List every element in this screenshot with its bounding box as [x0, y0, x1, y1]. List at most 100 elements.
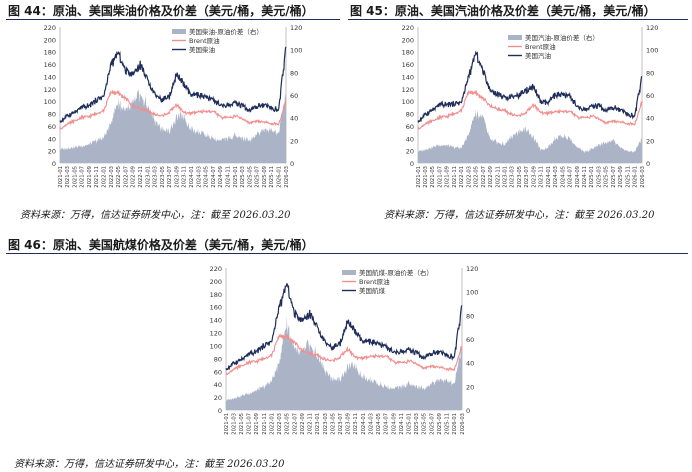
- gasoline-chart: 0 20 40 60 80 100 120 140 160 180 200 220 0 20 40 60 80 1…: [402, 24, 659, 188]
- y-right-tick-label: 120: [290, 24, 302, 32]
- x-tick-label: 2021-07: [247, 413, 253, 435]
- y-right-tick-label: 120: [646, 24, 658, 32]
- x-tick-label: 2023-03: [153, 166, 159, 188]
- x-tick-label: 2021-05: [430, 166, 436, 188]
- y-right-tick-label: 0: [466, 407, 470, 415]
- x-tick-label: 2023-07: [167, 166, 173, 188]
- x-tick-label: 2023-03: [323, 413, 329, 435]
- legend-label: 美国柴油: [189, 45, 215, 54]
- y-right-tick-label: 80: [290, 69, 298, 77]
- y-right-tick-label: 100: [466, 289, 478, 297]
- x-tick-label: 2026-01: [452, 413, 458, 435]
- brent-line: [417, 89, 643, 130]
- x-tick-label: 2024-11: [582, 166, 588, 188]
- x-tick-label: 2023-01: [315, 413, 321, 435]
- figure-45-title: 图 45：原油、美国汽油价格及价差（美元/桶，美元/桶）: [350, 4, 656, 18]
- y-left-tick-label: 160: [44, 61, 56, 69]
- figure-44-title: 图 44：原油、美国柴油价格及价差（美元/桶，美元/桶）: [8, 4, 314, 18]
- legend-label: 美国柴油-原油价差（右）: [189, 27, 263, 36]
- x-tick-label: 2021-07: [80, 166, 86, 188]
- x-tick-label: 2025-11: [625, 166, 631, 188]
- y-left-tick-label: 100: [402, 98, 414, 106]
- x-tick-label: 2022-05: [474, 166, 480, 188]
- y-left-tick-label: 120: [44, 86, 56, 94]
- x-tick-label: 2023-05: [160, 166, 166, 188]
- x-tick-label: 2021-01: [224, 413, 230, 435]
- x-tick-label: 2025-05: [247, 166, 253, 188]
- y-right-tick-label: 20: [466, 383, 474, 391]
- x-tick-label: 2025-05: [604, 166, 610, 188]
- y-left-tick-label: 0: [410, 160, 414, 168]
- brent-line: [225, 333, 463, 376]
- legend-label: 美国航煤-原油价差（右）: [359, 268, 433, 277]
- x-tick-label: 2024-01: [361, 413, 367, 435]
- x-tick-label: 2023-09: [531, 166, 537, 188]
- x-tick-label: 2024-05: [376, 413, 382, 435]
- x-tick-label: 2024-03: [553, 166, 559, 188]
- x-tick-label: 2024-11: [399, 413, 405, 435]
- y-left-tick-label: 40: [406, 135, 414, 143]
- x-tick-label: 2023-03: [510, 166, 516, 188]
- x-tick-label: 2023-01: [503, 166, 509, 188]
- x-tick-label: 2022-01: [459, 166, 465, 188]
- x-tick-label: 2025-07: [429, 413, 435, 435]
- y-left-tick-label: 120: [210, 330, 222, 338]
- x-tick-label: 2026-01: [277, 166, 283, 188]
- y-left-tick-label: 140: [402, 73, 414, 81]
- x-tick-label: 2025-03: [414, 413, 420, 435]
- legend-swatch-spread: [508, 35, 522, 40]
- figure-46-rule: [6, 253, 688, 254]
- x-tick-label: 2026-03: [640, 166, 646, 188]
- x-tick-label: 2021-09: [445, 166, 451, 188]
- x-tick-label: 2024-05: [204, 166, 210, 188]
- y-right-tick-label: 120: [466, 265, 478, 273]
- x-tick-label: 2024-07: [384, 413, 390, 435]
- x-tick-label: 2022-07: [481, 166, 487, 188]
- y-left-tick-label: 200: [44, 36, 56, 44]
- spread-area: [60, 89, 286, 163]
- y-left-tick-label: 180: [210, 291, 222, 299]
- x-tick-label: 2021-03: [231, 413, 237, 435]
- y-left-tick-label: 60: [48, 123, 56, 131]
- y-left-tick-label: 40: [214, 381, 222, 389]
- y-right-tick-label: 60: [466, 336, 474, 344]
- y-right-tick-label: 60: [290, 92, 298, 100]
- x-tick-label: 2024-01: [546, 166, 552, 188]
- spread-area: [226, 315, 462, 410]
- x-tick-label: 2023-09: [174, 166, 180, 188]
- brent-line: [59, 89, 287, 130]
- x-tick-label: 2022-11: [495, 166, 501, 188]
- x-tick-label: 2021-09: [87, 166, 93, 188]
- y-right-tick-label: 20: [290, 137, 298, 145]
- x-tick-label: 2025-11: [269, 166, 275, 188]
- y-right-tick-label: 60: [646, 92, 654, 100]
- x-tick-label: 2021-05: [239, 413, 245, 435]
- figure-44-rule: [6, 19, 340, 20]
- x-tick-label: 2023-05: [330, 413, 336, 435]
- x-tick-label: 2024-09: [391, 413, 397, 435]
- y-left-tick-label: 100: [44, 98, 56, 106]
- x-tick-label: 2022-11: [308, 413, 314, 435]
- y-left-tick-label: 160: [210, 304, 222, 312]
- legend-label: Brent原油: [189, 36, 220, 45]
- x-tick-label: 2025-05: [422, 413, 428, 435]
- x-tick-label: 2023-05: [517, 166, 523, 188]
- figure-45-source: 资料来源：万得，信达证券研发中心，注：截至 2026.03.20: [384, 210, 655, 221]
- y-right-tick-label: 100: [290, 47, 302, 55]
- x-tick-label: 2021-11: [262, 413, 268, 435]
- x-tick-label: 2024-05: [560, 166, 566, 188]
- y-left-tick-label: 200: [402, 36, 414, 44]
- x-tick-label: 2023-11: [182, 166, 188, 188]
- x-tick-label: 2023-07: [338, 413, 344, 435]
- x-tick-label: 2021-07: [437, 166, 443, 188]
- y-left-tick-label: 20: [406, 148, 414, 156]
- y-left-tick-label: 220: [210, 265, 222, 273]
- y-left-tick-label: 140: [44, 73, 56, 81]
- x-tick-label: 2022-01: [102, 166, 108, 188]
- y-left-tick-label: 60: [406, 123, 414, 131]
- x-tick-label: 2022-09: [488, 166, 494, 188]
- legend-label: 美国汽油: [525, 51, 551, 60]
- x-tick-label: 2025-09: [437, 413, 443, 435]
- y-left-tick-label: 120: [402, 86, 414, 94]
- x-tick-label: 2021-01: [416, 166, 422, 188]
